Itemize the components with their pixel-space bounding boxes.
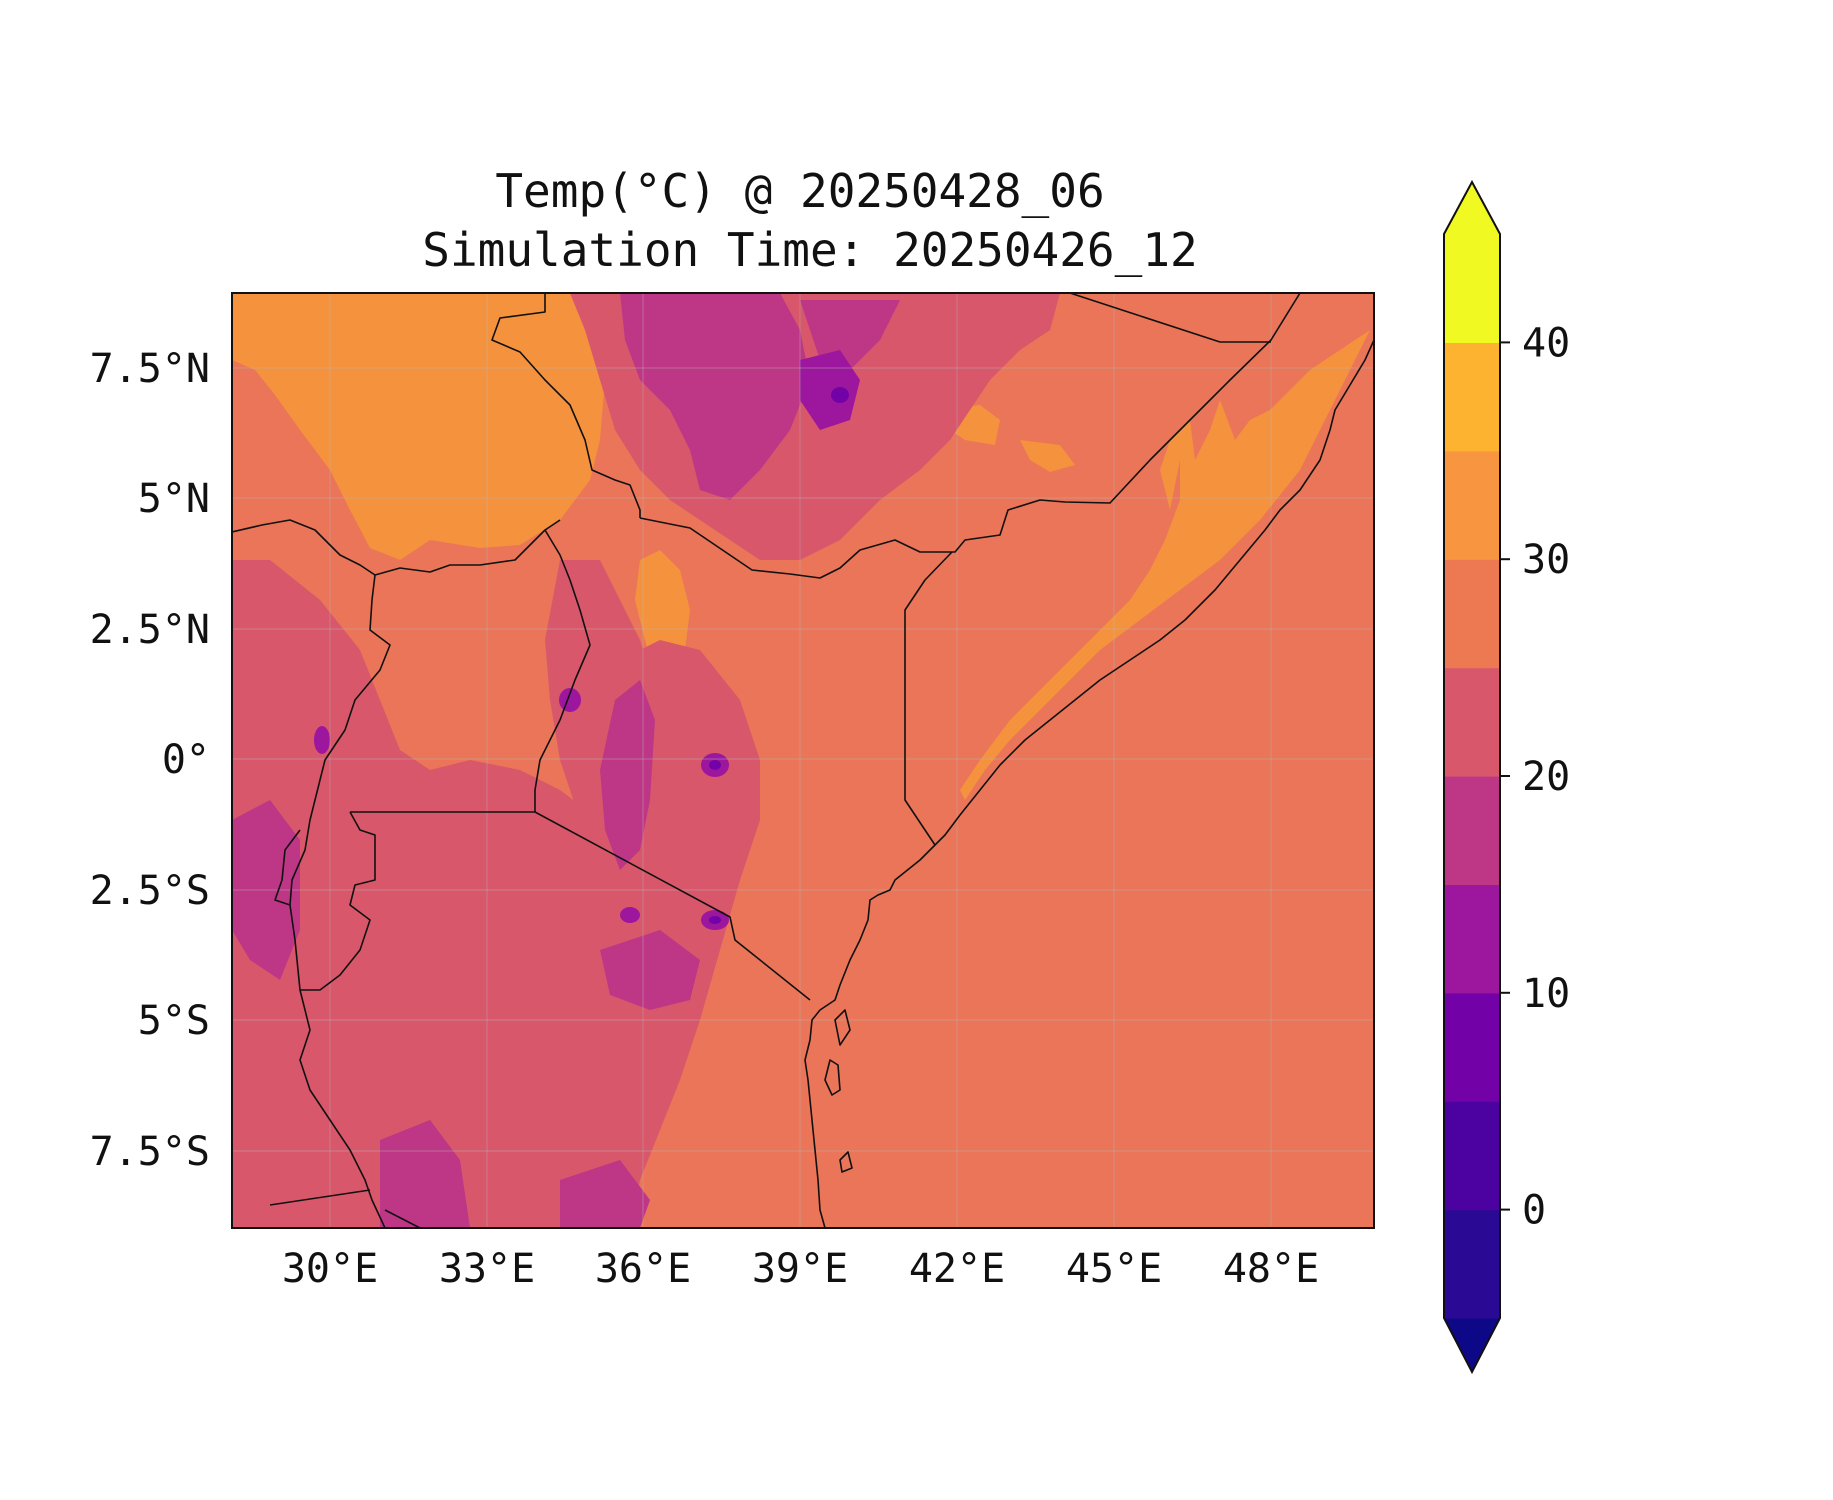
- colorbar-segment: [1444, 992, 1500, 1102]
- contour-peak-meru: [620, 907, 640, 923]
- contour-peak-mt-kenya-core: [709, 760, 721, 770]
- contour-south-cool-2: [560, 1160, 650, 1228]
- coastline-mafia: [839, 1151, 853, 1173]
- colorbar: 0 10 20 30 40: [1443, 179, 1570, 1375]
- lat-tick-label: 0°: [162, 737, 210, 783]
- contour-peak-kilimanjaro-core: [709, 916, 721, 924]
- colorbar-segment: [1444, 559, 1500, 669]
- lat-tick-label: 7.5°S: [90, 1129, 210, 1175]
- colorbar-segment: [1444, 667, 1500, 777]
- lat-tick-label: 2.5°S: [90, 868, 210, 914]
- map-gridlines: [232, 293, 1374, 1228]
- map-title-line2: Simulation Time: 20250426_12: [422, 223, 1197, 277]
- contour-ethiopia-east-hot-2: [1020, 440, 1075, 472]
- colorbar-tick-label: 40: [1522, 320, 1570, 366]
- contour-highlands-cool-1: [620, 293, 810, 500]
- lon-tick-label: 45°E: [1066, 1246, 1162, 1292]
- coastline-east-africa: [804, 339, 1374, 1228]
- border-lake-tanganyika-west: [274, 829, 386, 1228]
- latitude-tick-labels: 7.5°N 5°N 2.5°N 0° 2.5°S 5°S 7.5°S: [90, 346, 210, 1175]
- map-title-line1: Temp(°C) @ 20250428_06: [495, 164, 1104, 218]
- lon-tick-label: 30°E: [282, 1246, 378, 1292]
- coastline: [804, 339, 1374, 1228]
- colorbar-segment: [1444, 884, 1500, 994]
- colorbar-outline: [1443, 179, 1501, 1375]
- border-kenya-tanzania: [534, 811, 811, 1001]
- lat-tick-label: 5°N: [138, 476, 210, 522]
- country-borders: [232, 293, 1301, 1228]
- colorbar-tick-label: 20: [1522, 754, 1570, 800]
- map-frame: [231, 292, 1375, 1229]
- contour-highlands-cool-2: [800, 300, 900, 370]
- lon-tick-label: 48°E: [1223, 1246, 1319, 1292]
- border-tanzania-malawi: [384, 1209, 421, 1228]
- contour-peak-rwenzori: [314, 726, 330, 754]
- border-ethiopia-kenya: [639, 293, 1301, 579]
- colorbar-segment: [1444, 450, 1500, 560]
- contour-somalia-coast-hot: [960, 330, 1370, 800]
- lon-tick-label: 33°E: [439, 1246, 535, 1292]
- colorbar-under-extension: [1444, 1318, 1500, 1372]
- colorbar-segment: [1444, 1209, 1500, 1319]
- contour-rift-cool: [600, 680, 655, 870]
- colorbar-segment: [1444, 234, 1500, 343]
- lat-tick-label: 5°S: [138, 998, 210, 1044]
- contour-south-cool: [380, 1120, 470, 1228]
- border-tanzania-zambia: [269, 1189, 371, 1206]
- border-south-sudan-ethiopia: [491, 293, 641, 518]
- border-rwanda-burundi: [300, 811, 376, 991]
- contour-kilimanjaro-region-cool: [600, 930, 700, 1010]
- border-uganda-drc: [309, 574, 391, 821]
- colorbar-over-extension: [1444, 182, 1500, 234]
- contour-northwest-lowlands-hot: [232, 293, 605, 560]
- colorbar-tick-label: 0: [1522, 1188, 1546, 1234]
- lat-tick-label: 7.5°N: [90, 346, 210, 392]
- colorbar-segment: [1444, 342, 1500, 452]
- border-kenya-somalia: [904, 551, 953, 846]
- lon-tick-label: 42°E: [909, 1246, 1005, 1292]
- coastline-zanzibar: [834, 1009, 851, 1046]
- coastline-pemba: [824, 1059, 841, 1096]
- lat-tick-label: 2.5°N: [90, 607, 210, 653]
- colorbar-tick-label: 10: [1522, 971, 1570, 1017]
- border-ethiopia-somalia-north: [1069, 293, 1271, 343]
- contour-peak-ethiopia-core: [831, 387, 849, 403]
- border-uganda-kenya: [534, 529, 591, 812]
- border-drc-west: [289, 819, 311, 906]
- map-panel: [232, 293, 1374, 1228]
- lon-tick-label: 39°E: [752, 1246, 848, 1292]
- contour-peak-ethiopia: [800, 350, 860, 430]
- colorbar-segment: [1444, 1101, 1500, 1211]
- border-south-sudan-uganda: [232, 519, 561, 576]
- colorbar-tick-label: 30: [1522, 537, 1570, 583]
- lon-tick-label: 36°E: [595, 1246, 691, 1292]
- contour-southwest-cool: [232, 800, 300, 980]
- colorbar-segment: [1444, 776, 1500, 885]
- longitude-tick-labels: 30°E 33°E 36°E 39°E 42°E 45°E 48°E: [282, 1246, 1319, 1292]
